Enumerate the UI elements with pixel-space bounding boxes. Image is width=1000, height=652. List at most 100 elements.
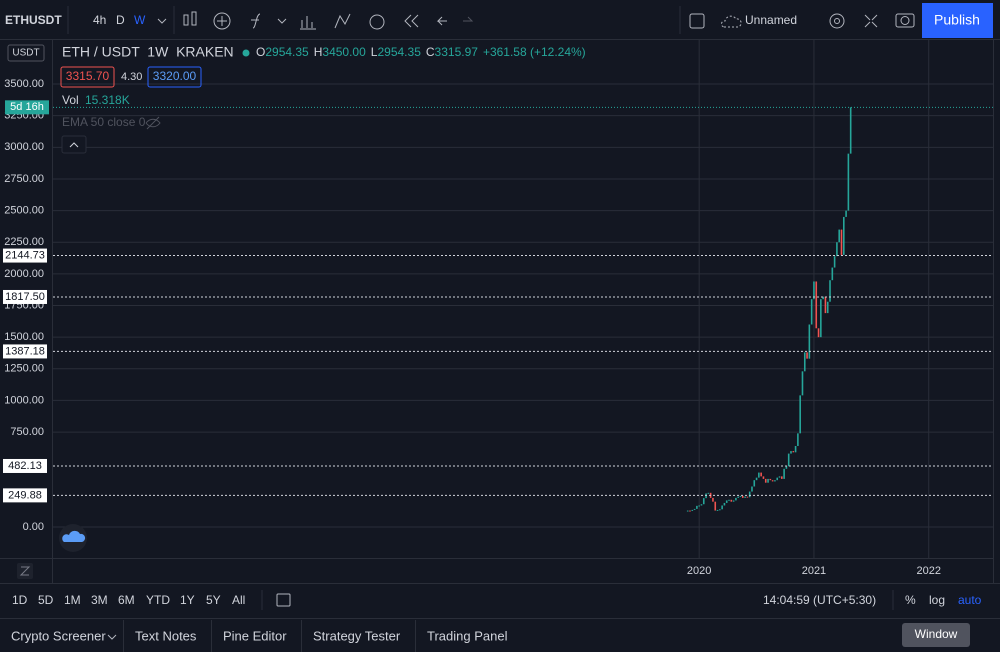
- candle: [707, 492, 710, 494]
- compare-icon[interactable]: [300, 16, 316, 30]
- candle: [822, 296, 824, 300]
- range-button[interactable]: 5Y: [206, 593, 221, 607]
- ohlc-key: O: [256, 45, 265, 59]
- ask[interactable]: 3320.00: [153, 69, 197, 83]
- level-label: 249.88: [8, 489, 42, 501]
- candle: [801, 371, 804, 396]
- x-tick-label: 2021: [802, 565, 826, 577]
- toolbar-icons: [183, 11, 915, 30]
- add-icon[interactable]: [217, 16, 227, 26]
- publish-label[interactable]: Publish: [934, 12, 980, 28]
- currency[interactable]: USDT: [12, 48, 39, 59]
- candle: [808, 324, 811, 359]
- ohlc-value: 3450.00: [322, 45, 366, 59]
- settings-icon[interactable]: [834, 18, 840, 24]
- snapshot-icon[interactable]: [895, 13, 915, 28]
- candle: [785, 466, 788, 469]
- range-button[interactable]: All: [232, 593, 245, 607]
- candle: [691, 509, 694, 511]
- dropdown-icon[interactable]: [277, 18, 287, 24]
- bottom-tab[interactable]: Strategy Tester: [313, 628, 401, 643]
- alert-icon[interactable]: [369, 14, 385, 30]
- range-button[interactable]: 1D: [12, 593, 28, 607]
- z-icon[interactable]: [19, 566, 31, 576]
- interval[interactable]: W: [134, 13, 146, 27]
- bottom-tab[interactable]: Pine Editor: [223, 628, 287, 643]
- candle: [721, 505, 723, 510]
- collapse-icon[interactable]: [69, 142, 79, 148]
- range-button[interactable]: 1M: [64, 593, 81, 607]
- currency-box[interactable]: [7, 44, 45, 62]
- replay-icon[interactable]: [404, 14, 419, 28]
- tooltip-text: Window: [915, 627, 958, 641]
- logo-icon[interactable]: [62, 530, 86, 542]
- candle: [693, 508, 696, 510]
- bottom-tab[interactable]: Trading Panel: [427, 628, 508, 643]
- collapse-button[interactable]: [61, 135, 87, 154]
- ohlc-key: H: [314, 45, 323, 59]
- expand-icon[interactable]: [864, 14, 878, 28]
- candles-icon[interactable]: [183, 14, 189, 26]
- range-button[interactable]: 5D: [38, 593, 54, 607]
- candle: [751, 486, 753, 492]
- goto-icon[interactable]: [276, 593, 291, 607]
- range-button[interactable]: 1Y: [180, 593, 195, 607]
- price-axis: 0.00750.001000.001250.001500.001750.0020…: [3, 78, 49, 533]
- candle: [840, 229, 843, 255]
- candle: [735, 497, 737, 501]
- cloud-icon[interactable]: [720, 15, 742, 28]
- candle: [838, 229, 841, 243]
- y-tick-label: 750.00: [10, 426, 44, 438]
- change: +361.58 (+12.24%): [483, 45, 586, 59]
- y-tick-label: 2750.00: [4, 173, 44, 185]
- hidden-icon[interactable]: [145, 116, 161, 130]
- candle: [771, 480, 774, 482]
- publish-button[interactable]: [922, 3, 993, 38]
- range-button[interactable]: 6M: [118, 593, 135, 607]
- candle: [833, 256, 836, 268]
- bid-box[interactable]: [60, 66, 115, 88]
- fx-icon[interactable]: [251, 13, 261, 29]
- candle: [753, 480, 756, 487]
- dropdown-icon[interactable]: [107, 634, 117, 640]
- redo-icon[interactable]: [463, 16, 474, 22]
- candle: [696, 505, 698, 509]
- level-label: 2144.73: [5, 249, 45, 261]
- candles-icon[interactable]: [191, 11, 197, 26]
- symbol[interactable]: ETHUSDT: [5, 13, 62, 27]
- snapshot-icon[interactable]: [900, 16, 910, 25]
- ask-box[interactable]: [147, 66, 202, 88]
- candle: [829, 280, 831, 302]
- layout-name[interactable]: Unnamed: [745, 13, 797, 27]
- range-button[interactable]: YTD: [146, 593, 170, 607]
- fullscreen-icon[interactable]: [689, 13, 705, 29]
- bid[interactable]: 3315.70: [66, 69, 110, 83]
- candle: [847, 153, 850, 211]
- candle: [767, 478, 769, 483]
- auto-toggle[interactable]: auto: [958, 593, 982, 607]
- y-tick-label: 2000.00: [4, 268, 44, 280]
- percent-toggle[interactable]: %: [905, 593, 916, 607]
- candle: [797, 433, 799, 446]
- bottom-tab[interactable]: Text Notes: [135, 628, 197, 643]
- candle: [762, 476, 765, 479]
- candle: [799, 395, 801, 434]
- y-tick-label: 1000.00: [4, 394, 44, 406]
- y-tick-label: 3000.00: [4, 141, 44, 153]
- indicator-icon[interactable]: [334, 13, 351, 29]
- interval[interactable]: D: [116, 13, 125, 27]
- candle: [790, 451, 792, 454]
- candle: [728, 499, 730, 501]
- dropdown-icon[interactable]: [157, 18, 167, 24]
- range-button[interactable]: 3M: [91, 593, 108, 607]
- level-label: 1387.18: [5, 345, 45, 357]
- bottom-tab[interactable]: Crypto Screener: [11, 628, 106, 643]
- settings-icon[interactable]: [829, 13, 845, 29]
- log-toggle[interactable]: log: [929, 593, 945, 607]
- interval[interactable]: 4h: [93, 13, 106, 27]
- add-icon[interactable]: [213, 12, 231, 30]
- y-tick-label: 0.00: [23, 521, 44, 533]
- undo-icon[interactable]: [436, 16, 447, 26]
